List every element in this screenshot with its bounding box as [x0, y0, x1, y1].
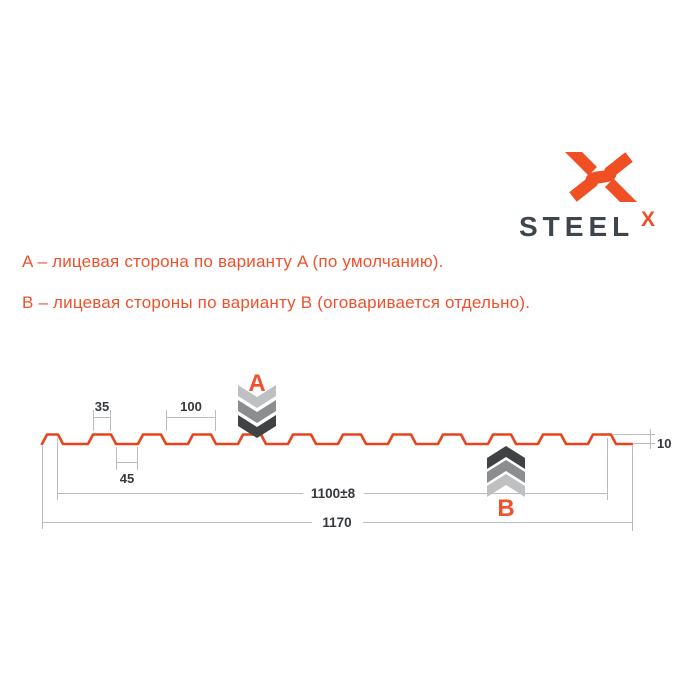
- logo-x-mark-icon: [565, 152, 637, 202]
- dim-pitch-label: 100: [180, 399, 202, 414]
- chevron-up-icon: [487, 474, 525, 497]
- logo-strand: [569, 152, 633, 202]
- dim-overall-width-label: 1170: [322, 515, 351, 530]
- marker-a: A: [238, 370, 276, 438]
- logo-arm-top-left: [565, 152, 597, 176]
- chevron-down-icon: [238, 385, 276, 408]
- chevron-down-icon: [238, 415, 276, 438]
- extension-lines: [42, 438, 633, 531]
- logo-arm-bottom-right: [605, 178, 637, 202]
- legend-line-a: A – лицевая сторона по варианту A (по ум…: [22, 252, 444, 271]
- profile-outline: [40, 433, 634, 446]
- marker-a-chevrons: [238, 385, 276, 438]
- marker-b-label: B: [497, 495, 514, 522]
- chevron-up-icon: [487, 446, 525, 469]
- chevron-up-icon: [487, 460, 525, 483]
- dim-rib-top: 35: [93, 399, 111, 431]
- marker-b: B: [487, 446, 525, 522]
- marker-b-chevrons: [487, 446, 525, 497]
- dim-working-width-label: 1100±8: [311, 486, 356, 501]
- dim-valley-label: 45: [120, 471, 134, 486]
- dim-valley: 45: [116, 447, 138, 486]
- dim-rib-top-label: 35: [95, 399, 109, 414]
- dim-height: 10: [613, 429, 671, 451]
- dim-height-label: 10: [657, 436, 671, 451]
- brand-name-sup: X: [641, 208, 656, 231]
- chevron-down-icon: [238, 400, 276, 423]
- dim-working-width: 1100±8: [57, 486, 607, 501]
- dim-pitch: 100: [166, 399, 216, 431]
- legend-line-b: B – лицевая стороны по варианту B (огова…: [22, 293, 531, 312]
- dim-overall-width: 1170: [42, 515, 632, 530]
- marker-a-label: A: [248, 370, 265, 397]
- brand-name: STEEL: [519, 211, 635, 242]
